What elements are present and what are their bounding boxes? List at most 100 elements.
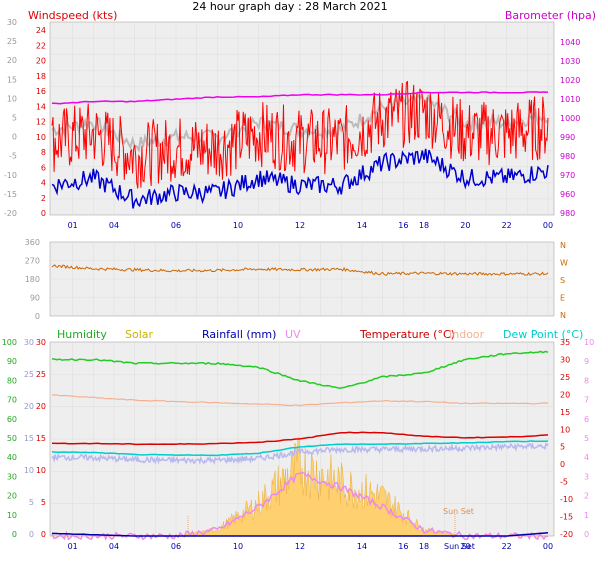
dewpoint-band <box>51 441 549 466</box>
barometer-line <box>51 91 549 105</box>
uv-tick: 6 <box>584 415 589 424</box>
uv-tick: 9 <box>584 357 589 366</box>
wind-tick: 22 <box>36 41 46 50</box>
climate-hour-label: 18 <box>419 542 429 551</box>
direction-letter: N <box>560 311 566 320</box>
baro-tick: 970 <box>560 171 575 180</box>
wind-outer-tick: 0 <box>12 133 17 142</box>
baro-tick: 1000 <box>560 114 580 123</box>
baro-tick: 990 <box>560 133 575 142</box>
right-temp-tick: 35 <box>560 338 570 347</box>
baro-axis: 1040 1030 1020 1010 1000 990 980 970 960 980 <box>560 38 580 218</box>
right-temp-tick: -5 <box>560 478 568 487</box>
temperature-line <box>51 431 549 446</box>
temp-tick: 15 <box>36 434 46 443</box>
baro-tick: 1010 <box>560 95 580 104</box>
windspeed-line <box>51 80 549 189</box>
wind-tick: 10 <box>36 133 46 142</box>
right-temp-tick: -20 <box>560 530 573 539</box>
wind-outer-tick: -10 <box>4 171 17 180</box>
wind-tick: 18 <box>36 72 46 81</box>
legend-uv: UV <box>285 328 301 341</box>
direction-series <box>51 264 549 276</box>
direction-tick: 90 <box>30 294 40 303</box>
wind-lull-line <box>51 148 549 209</box>
climate-hour-label: 22 <box>502 542 512 551</box>
climate-hour-label: 01 <box>68 542 78 551</box>
sunset-axis-label: Sun Set <box>444 542 475 551</box>
legend-temperature: Temperature (°C) <box>359 328 455 341</box>
direction-tick: 360 <box>25 238 40 247</box>
humidity-tick: 80 <box>7 376 17 385</box>
wind-hour-label: 18 <box>419 221 429 230</box>
rain-tick: 10 <box>24 466 34 475</box>
wind-tick: 4 <box>41 179 46 188</box>
wind-tick: 0 <box>41 209 46 218</box>
wind-hour-label: 22 <box>502 221 512 230</box>
temp-tick: 25 <box>36 370 46 379</box>
right-temp-tick: 30 <box>560 355 570 364</box>
baro-tick: 960 <box>560 190 575 199</box>
right-temp-tick: 15 <box>560 408 570 417</box>
wind-series <box>51 80 549 209</box>
wind-hour-label: 10 <box>233 221 243 230</box>
wind-hour-label: 01 <box>68 221 78 230</box>
wind-tick: 12 <box>36 118 46 127</box>
temp-tick: 20 <box>36 402 46 411</box>
temp-tick: 10 <box>36 466 46 475</box>
wind-outer-tick: 10 <box>7 94 17 103</box>
wind-tick: 24 <box>36 26 46 35</box>
rain-tick: 5 <box>29 498 34 507</box>
rain-axis: 30 25 20 15 10 5 0 <box>24 338 34 539</box>
legend-rainfall: Rainfall (mm) <box>202 328 276 341</box>
baro-tick: 980 <box>560 209 575 218</box>
right-temp-tick: 20 <box>560 390 570 399</box>
legend-dewpoint: Dew Point (°C) <box>503 328 583 341</box>
wind-hour-label: 20 <box>460 221 470 230</box>
uv-tick: 2 <box>584 492 589 501</box>
indoor-line <box>51 394 549 407</box>
wind-hour-label: 04 <box>109 221 119 230</box>
wind-outer-tick: 20 <box>7 56 17 65</box>
wind-tick: 2 <box>41 194 46 203</box>
climate-legend: Humidity Solar Rainfall (mm) UV Temperat… <box>57 328 583 341</box>
dewpoint-line <box>51 440 549 457</box>
climate-panel: Humidity Solar Rainfall (mm) UV Temperat… <box>2 328 594 551</box>
wind-outer-tick: 30 <box>7 18 17 27</box>
right-temp-tick: -15 <box>560 513 573 522</box>
wind-tick: 8 <box>41 148 46 157</box>
uv-tick: 3 <box>584 472 589 481</box>
climate-hour-label: 14 <box>357 542 367 551</box>
rain-tick: 20 <box>24 402 34 411</box>
wind-outer-tick: 25 <box>7 37 17 46</box>
rain-tick: 15 <box>24 434 34 443</box>
wind-panel: Windspeed (kts) Barometer (hpa) 24222018… <box>4 9 596 230</box>
temp-tick: 30 <box>36 338 46 347</box>
baro-title: Barometer (hpa) <box>505 9 596 22</box>
right-temp-tick: 5 <box>560 443 565 452</box>
temp-tick: 0 <box>41 530 46 539</box>
uv-tick: 1 <box>584 511 589 520</box>
direction-letter: N <box>560 241 566 250</box>
climate-series <box>51 350 549 541</box>
wind-hour-label: 14 <box>357 221 367 230</box>
uv-tick: 4 <box>584 453 589 462</box>
climate-hour-label: 12 <box>295 542 305 551</box>
direction-axis: 360 270 180 90 0 <box>25 238 40 321</box>
wind-hour-label: 06 <box>171 221 181 230</box>
wind-title: Windspeed (kts) <box>28 9 117 22</box>
climate-hour-label: 10 <box>233 542 243 551</box>
climate-hour-axis: 01 04 06 10 12 14 16 18 20 22 00 <box>68 542 554 551</box>
chart-title: 24 hour graph day : 28 March 2021 <box>192 0 387 13</box>
humidity-tick: 20 <box>7 492 17 501</box>
humidity-tick: 0 <box>12 530 17 539</box>
right-temp-tick: 10 <box>560 425 570 434</box>
humidity-line <box>51 350 549 389</box>
humidity-tick: 40 <box>7 453 17 462</box>
climate-hour-label: 04 <box>109 542 119 551</box>
wind-outer-axis: 30 25 20 15 10 5 0 -5 -10 -15 -20 <box>4 18 17 218</box>
